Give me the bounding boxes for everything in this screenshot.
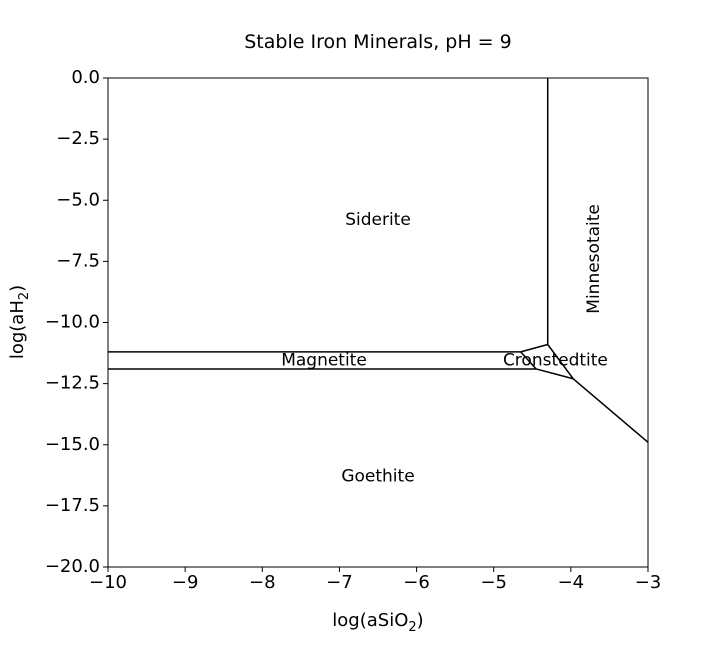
y-tick-label: −15.0: [45, 434, 100, 455]
y-tick-label: −20.0: [45, 556, 100, 577]
x-tick-label: −4: [558, 572, 585, 593]
region-label-cronstedtite: Cronstedtite: [503, 350, 608, 370]
region-label-siderite: Siderite: [345, 210, 411, 230]
phase-boundary-line-4: [520, 343, 548, 353]
x-axis-label-subscript: 2: [408, 620, 416, 635]
y-axis-ticks: 0.0 −2.5 −5.0 −7.5 −10.0 −12.5 −15.0 −17.5 −20.0: [45, 67, 108, 577]
region-labels: Siderite Magnetite Cronstedtite Minnesotait…: [281, 204, 608, 486]
y-axis-label-end: ): [7, 285, 28, 292]
y-axis-label-main: log(aH: [7, 300, 28, 359]
region-label-goethite: Goethite: [341, 467, 414, 487]
phase-boundary-line-6: [535, 368, 574, 380]
phase-boundary-line-7: [547, 344, 574, 380]
y-tick-label: −10.0: [45, 312, 100, 333]
x-tick-label: −10: [89, 572, 127, 593]
x-axis-label: log(aSiO2): [332, 610, 423, 635]
y-axis-label-subscript: 2: [17, 292, 32, 300]
y-tick-label: −17.5: [45, 495, 100, 516]
x-tick-label: −6: [403, 572, 430, 593]
x-tick-label: −9: [172, 572, 199, 593]
x-axis-label-end: ): [417, 610, 424, 631]
x-tick-label: −5: [480, 572, 507, 593]
y-axis-label: log(aH2): [7, 285, 32, 359]
x-axis-ticks: −10 −9 −8 −7 −6 −5 −4 −3: [89, 567, 661, 593]
y-tick-label: 0.0: [71, 67, 100, 88]
y-tick-label: −2.5: [56, 128, 100, 149]
y-tick-label: −7.5: [56, 250, 100, 271]
region-label-minnesotaite: Minnesotaite: [584, 204, 604, 314]
phase-boundary-line-5: [520, 351, 537, 370]
x-tick-label: −3: [635, 572, 662, 593]
x-tick-label: −8: [249, 572, 276, 593]
region-label-magnetite: Magnetite: [281, 350, 367, 370]
phase-boundaries: [108, 78, 649, 443]
x-tick-label: −7: [326, 572, 353, 593]
chart-title: Stable Iron Minerals, pH = 9: [244, 31, 511, 53]
y-tick-label: −12.5: [45, 373, 100, 394]
x-axis-label-main: log(aSiO: [332, 610, 408, 631]
y-tick-label: −5.0: [56, 189, 100, 210]
phase-boundary-line-8: [572, 378, 649, 443]
